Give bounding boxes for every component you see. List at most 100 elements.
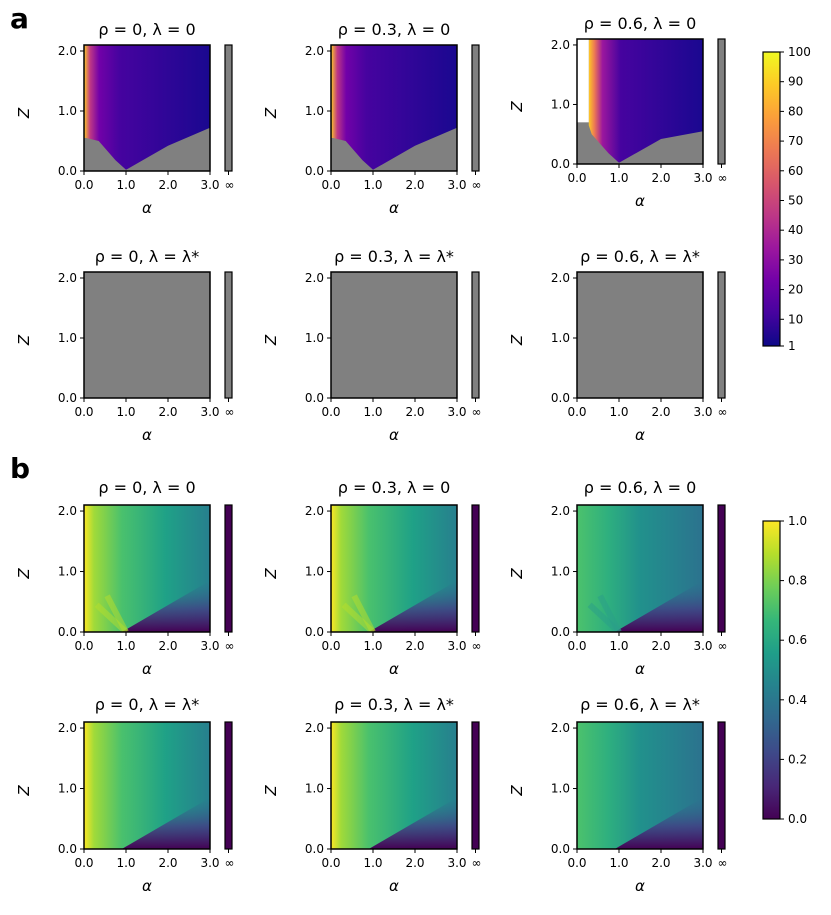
x-tick-label: 0.0 — [74, 856, 93, 870]
x-axis-label: α — [389, 877, 399, 895]
x-tick-label: 3.0 — [693, 171, 712, 185]
y-axis-label: Z — [15, 107, 33, 119]
fan-artifact — [351, 594, 376, 632]
white-region — [577, 39, 589, 123]
low-value-region — [614, 797, 703, 849]
x-tick-label: 3.0 — [447, 856, 466, 870]
y-axis-label: Z — [508, 101, 526, 113]
subplot-title: ρ = 0.6, λ = 0 — [584, 14, 697, 33]
x-axis-label: α — [389, 660, 399, 678]
axes-frame — [83, 44, 211, 172]
colorbar-a: 100 90 80 70 60 50 40 30 20 10 1 — [762, 45, 811, 353]
x-tick-label: 0.0 — [74, 639, 93, 653]
subplot-title: ρ = 0.6, λ = λ* — [580, 695, 700, 714]
subplot: ρ = 0, λ = λ* ∞ 0.0 1.0 2.0 0.0 1.0 2.0 3.0 α Z — [15, 695, 235, 895]
colorbar-tick-label: 70 — [788, 134, 803, 148]
x-tick-label: 2.0 — [651, 171, 670, 185]
plot-area — [331, 272, 457, 398]
fan-artifact — [597, 594, 622, 632]
x-axis-label: α — [635, 877, 645, 895]
y-tick-label: 0.0 — [305, 391, 324, 405]
x-tick-label: 0.0 — [567, 405, 586, 419]
heatmap-fill — [331, 45, 457, 170]
y-tick-label: 1.0 — [58, 104, 77, 118]
axes-frame — [330, 44, 458, 172]
y-tick-label: 1.0 — [58, 782, 77, 796]
x-tick-label: 0.0 — [567, 639, 586, 653]
colorbar-tick-label: 10 — [788, 312, 803, 326]
y-tick-label: 1.0 — [58, 565, 77, 579]
panel-label-a: a — [10, 2, 29, 35]
y-tick-label: 2.0 — [551, 271, 570, 285]
x-tick-label: 3.0 — [447, 639, 466, 653]
subplot-title: ρ = 0.3, λ = 0 — [338, 478, 451, 497]
plot-area — [577, 272, 703, 398]
colorbar-tick-label: 0.4 — [788, 693, 807, 707]
y-tick-label: 1.0 — [551, 565, 570, 579]
subplot-title: ρ = 0.3, λ = λ* — [334, 695, 454, 714]
x-tick-label: 1.0 — [116, 405, 135, 419]
y-tick-label: 2.0 — [305, 721, 324, 735]
y-tick-label: 2.0 — [551, 721, 570, 735]
x-tick-label: 0.0 — [321, 178, 340, 192]
colorbar-tick-label: 40 — [788, 223, 803, 237]
y-axis-label: Z — [262, 107, 280, 119]
x-tick-label: 1.0 — [116, 639, 135, 653]
plot-area — [577, 505, 703, 632]
subplot: ρ = 0, λ = λ* ∞ 0.0 1.0 2.0 0.0 1.0 2.0 3.0 α Z — [15, 247, 235, 444]
subplot-title: ρ = 0, λ = λ* — [95, 695, 200, 714]
x-tick-label: 1.0 — [363, 639, 382, 653]
x-tick-label: ∞ — [225, 405, 235, 419]
y-axis-label: Z — [15, 334, 33, 346]
panel-label-b: b — [10, 452, 30, 485]
y-tick-label: 1.0 — [551, 782, 570, 796]
y-axis-label: Z — [508, 334, 526, 346]
axes-frame — [83, 271, 211, 399]
subplot: ρ = 0.6, λ = λ* ∞ 0.0 1.0 2.0 0.0 1.0 2.0 3.0 α Z — [508, 247, 728, 444]
infinity-strip — [717, 504, 726, 633]
heatmap-fill — [577, 272, 703, 398]
x-axis-label: α — [389, 426, 399, 444]
infinity-strip — [717, 271, 726, 399]
subplot-title: ρ = 0.6, λ = 0 — [584, 478, 697, 497]
x-axis-label: α — [635, 192, 645, 210]
x-tick-label: 2.0 — [405, 405, 424, 419]
infinity-strip — [717, 721, 726, 850]
axes-frame — [83, 721, 211, 850]
x-tick-label: 1.0 — [609, 639, 628, 653]
y-axis-label: Z — [262, 568, 280, 580]
low-value-region — [121, 580, 210, 632]
x-tick-label: 2.0 — [158, 178, 177, 192]
plot-area — [84, 272, 210, 398]
low-value-region — [368, 580, 457, 632]
infinity-strip — [717, 38, 726, 165]
x-tick-label: 2.0 — [158, 639, 177, 653]
y-tick-label: 0.0 — [58, 391, 77, 405]
x-axis-label: α — [142, 426, 152, 444]
y-tick-label: 2.0 — [58, 44, 77, 58]
x-tick-label: 0.0 — [567, 171, 586, 185]
y-axis-label: Z — [508, 568, 526, 580]
colorbar-tick-label: 80 — [788, 104, 803, 118]
x-axis-label: α — [635, 426, 645, 444]
colorbar-tick-label: 0.2 — [788, 752, 807, 766]
y-tick-label: 1.0 — [305, 782, 324, 796]
y-tick-label: 0.0 — [305, 625, 324, 639]
x-tick-label: 1.0 — [116, 856, 135, 870]
subplot: ρ = 0.6, λ = λ* ∞ 0.0 1.0 2.0 0.0 1.0 2.0 3.0 α Z — [508, 695, 728, 895]
plot-area — [331, 722, 457, 849]
x-tick-label: 3.0 — [693, 639, 712, 653]
heatmap-fill — [84, 272, 210, 398]
y-tick-label: 1.0 — [305, 104, 324, 118]
y-tick-label: 2.0 — [58, 271, 77, 285]
x-axis-label: α — [635, 660, 645, 678]
y-tick-label: 0.0 — [551, 625, 570, 639]
x-tick-label: 0.0 — [74, 178, 93, 192]
subplot: ρ = 0.6, λ = 0 ∞ 0.0 1.0 2.0 0.0 1.0 2.0 3.0 α Z — [508, 478, 728, 678]
axes-frame — [330, 721, 458, 850]
y-axis-label: Z — [262, 334, 280, 346]
x-tick-label: 0.0 — [74, 405, 93, 419]
x-tick-label: 1.0 — [116, 178, 135, 192]
x-tick-label: ∞ — [718, 405, 728, 419]
